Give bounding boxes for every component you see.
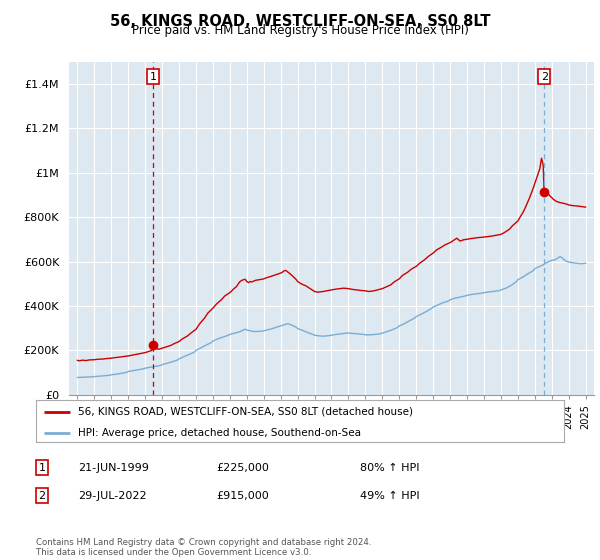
Text: 80% ↑ HPI: 80% ↑ HPI: [360, 463, 419, 473]
Text: HPI: Average price, detached house, Southend-on-Sea: HPI: Average price, detached house, Sout…: [78, 428, 361, 438]
Text: £225,000: £225,000: [216, 463, 269, 473]
Text: 1: 1: [149, 72, 157, 82]
Text: 21-JUN-1999: 21-JUN-1999: [78, 463, 149, 473]
Text: 56, KINGS ROAD, WESTCLIFF-ON-SEA, SS0 8LT: 56, KINGS ROAD, WESTCLIFF-ON-SEA, SS0 8L…: [110, 14, 490, 29]
Text: 29-JUL-2022: 29-JUL-2022: [78, 491, 146, 501]
Text: £915,000: £915,000: [216, 491, 269, 501]
Text: Contains HM Land Registry data © Crown copyright and database right 2024.
This d: Contains HM Land Registry data © Crown c…: [36, 538, 371, 557]
Text: Price paid vs. HM Land Registry's House Price Index (HPI): Price paid vs. HM Land Registry's House …: [131, 24, 469, 37]
Text: 56, KINGS ROAD, WESTCLIFF-ON-SEA, SS0 8LT (detached house): 56, KINGS ROAD, WESTCLIFF-ON-SEA, SS0 8L…: [78, 407, 413, 417]
Text: 49% ↑ HPI: 49% ↑ HPI: [360, 491, 419, 501]
Text: 1: 1: [38, 463, 46, 473]
Text: 2: 2: [38, 491, 46, 501]
Text: 2: 2: [541, 72, 548, 82]
